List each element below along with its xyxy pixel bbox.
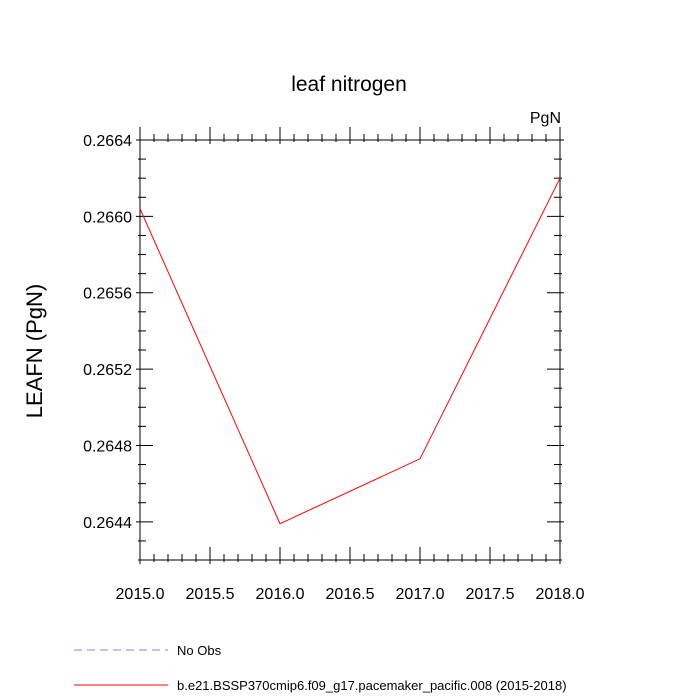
- legend: No Obs b.e21.BSSP370cmip6.f09_g17.pacemak…: [74, 643, 567, 693]
- y-tick-labels: 0.2644 0.2648 0.2652 0.2656 0.2660 0.2664: [83, 133, 132, 532]
- x-tick-label: 2016.0: [256, 586, 305, 603]
- y-tick-label: 0.2664: [83, 133, 132, 150]
- y-tick-label: 0.2660: [83, 209, 132, 226]
- y-axis-label: LEAFN (PgN): [22, 284, 47, 418]
- x-tick-label: 2015.0: [116, 586, 165, 603]
- units-label: PgN: [530, 110, 561, 127]
- x-tick-label: 2017.5: [466, 586, 515, 603]
- x-tick-labels: 2015.0 2015.5 2016.0 2016.5 2017.0 2017.5 2018…: [116, 586, 585, 603]
- series-line: [139, 177, 561, 525]
- legend-label: b.e21.BSSP370cmip6.f09_g17.pacemaker_pac…: [177, 678, 567, 693]
- series-layer: [139, 177, 561, 525]
- chart-title: leaf nitrogen: [291, 73, 407, 96]
- x-tick-label: 2016.5: [326, 586, 375, 603]
- x-tick-label: 2015.5: [186, 586, 235, 603]
- y-tick-label: 0.2648: [83, 438, 132, 455]
- y-tick-label: 0.2652: [83, 362, 132, 379]
- x-tick-label: 2018.0: [536, 586, 585, 603]
- y-tick-label: 0.2644: [83, 515, 132, 532]
- x-tick-label: 2017.0: [396, 586, 445, 603]
- tick-marks: [136, 127, 564, 564]
- legend-label: No Obs: [177, 643, 222, 658]
- y-tick-label: 0.2656: [83, 286, 132, 303]
